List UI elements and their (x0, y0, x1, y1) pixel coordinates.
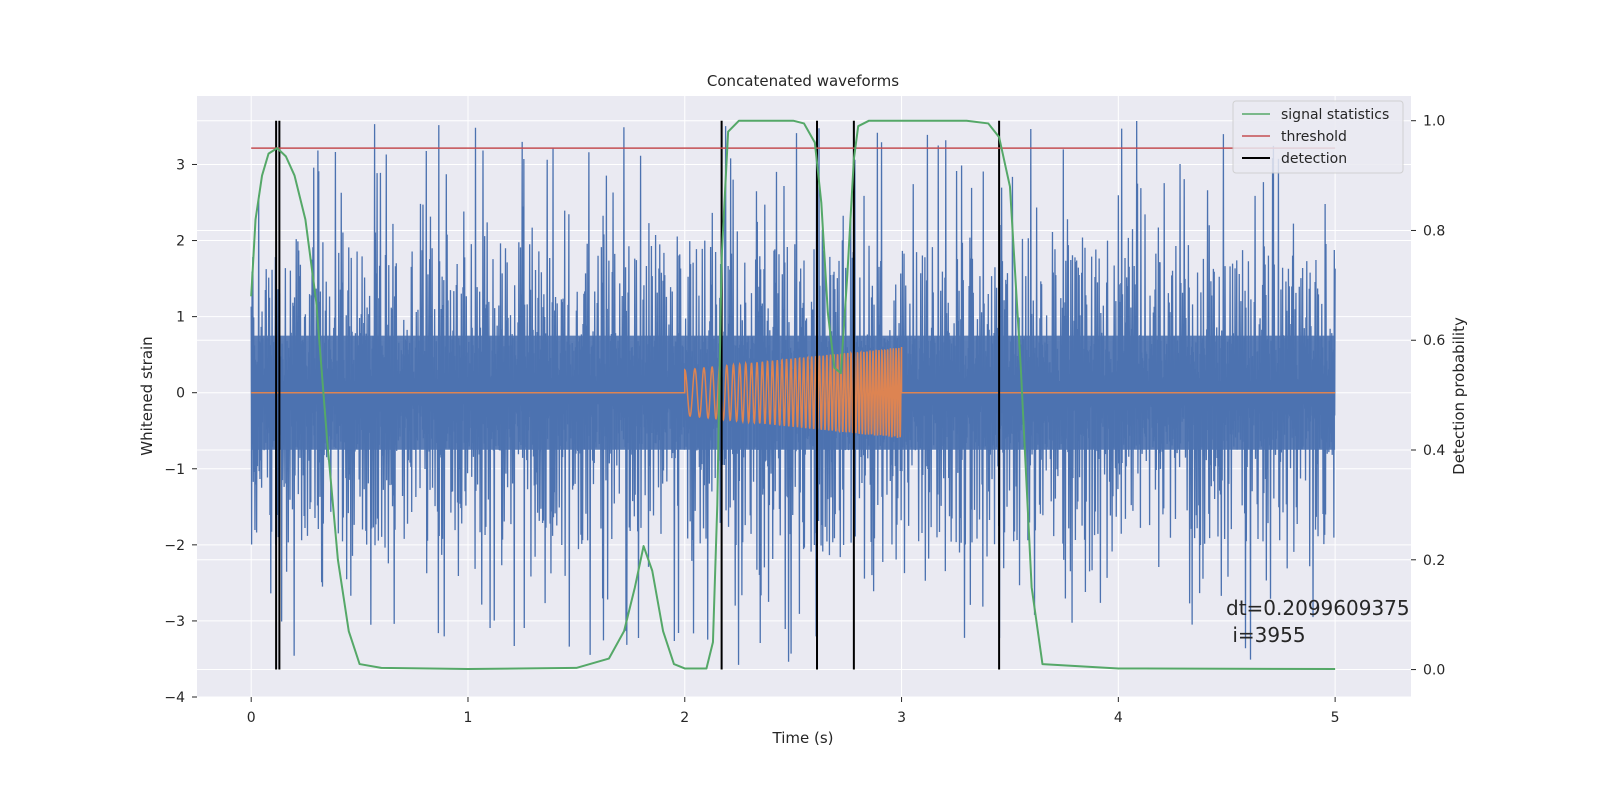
y-tick-label: 3 (176, 157, 185, 173)
x-tick-label: 4 (1114, 710, 1123, 726)
chart-title: Concatenated waveforms (707, 72, 899, 90)
y-tick-label: −2 (164, 538, 185, 554)
legend-box (1232, 100, 1404, 174)
x-tick-label: 5 (1331, 710, 1340, 726)
y-tick-label: −3 (164, 614, 185, 630)
y-right-tick-label: 0.0 (1423, 663, 1445, 679)
annotation-line-1: dt=0.2099609375 (1226, 596, 1410, 620)
x-tick-label: 1 (464, 710, 473, 726)
y-tick-label: −1 (164, 462, 185, 478)
legend-label-detection: detection (1281, 151, 1347, 167)
y-axis-label: Whitened strain (138, 336, 156, 455)
y-ticks-right: 1.0 0.8 0.6 0.4 0.2 0.0 (1411, 114, 1445, 679)
legend-label-signal-statistics: signal statistics (1281, 107, 1389, 123)
y-ticks: 3 2 1 0 −1 −2 −3 −4 (164, 157, 197, 706)
y-right-tick-label: 1.0 (1423, 114, 1445, 130)
x-tick-label: 2 (680, 710, 689, 726)
y-tick-label: 2 (176, 234, 185, 250)
y-right-tick-label: 0.2 (1423, 553, 1445, 569)
x-tick-label: 3 (897, 710, 906, 726)
legend: signal statistics threshold detection (1232, 100, 1404, 174)
annotation-line-2: i=3955 (1226, 623, 1306, 647)
y-right-tick-label: 0.4 (1423, 443, 1445, 459)
x-tick-label: 0 (247, 710, 256, 726)
x-axis-label: Time (s) (772, 729, 834, 747)
x-ticks: 0 1 2 3 4 5 (247, 697, 1340, 726)
y-tick-label: 1 (176, 310, 185, 326)
y-right-tick-label: 0.6 (1423, 333, 1445, 349)
y-axis-label-right: Detection probability (1450, 317, 1468, 475)
legend-label-threshold: threshold (1281, 129, 1347, 145)
y-right-tick-label: 0.8 (1423, 223, 1445, 239)
y-tick-label: −4 (164, 690, 185, 706)
signal-statistics-series (250, 119, 1336, 671)
y-tick-label: 0 (176, 386, 185, 402)
annotation: dt=0.2099609375 i=3955 (1226, 596, 1410, 647)
series (250, 119, 1336, 671)
